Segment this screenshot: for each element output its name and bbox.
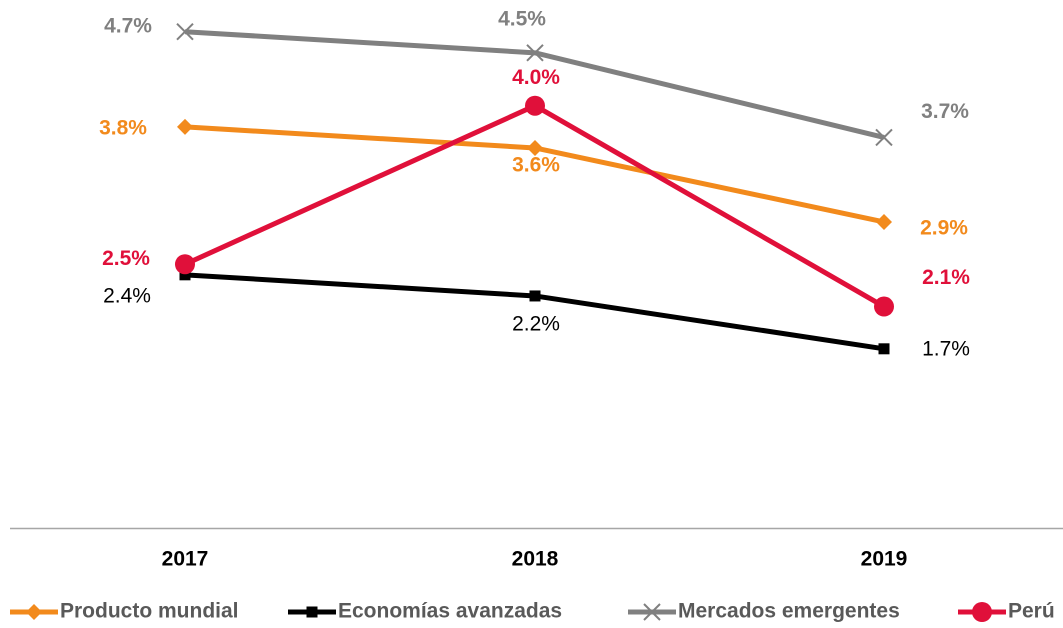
marker: [875, 128, 893, 147]
data-label: 4.5%: [498, 7, 546, 30]
marker: [26, 604, 42, 620]
x-tick-label: 2017: [162, 548, 209, 571]
data-label: 3.6%: [512, 154, 560, 177]
marker: [306, 606, 318, 618]
legend-label: Perú: [1008, 600, 1055, 623]
legend-label: Mercados emergentes: [678, 600, 900, 623]
marker: [179, 269, 191, 281]
data-label: 3.8%: [99, 116, 147, 139]
marker: [878, 343, 890, 355]
marker: [176, 23, 194, 41]
data-label: 4.0%: [512, 66, 560, 89]
marker: [874, 296, 894, 317]
legend-item: Producto mundial: [10, 600, 239, 623]
marker: [972, 602, 992, 622]
line: [183, 103, 886, 309]
data-label: 2.2%: [512, 313, 560, 336]
data-label: 1.7%: [922, 337, 970, 360]
marker: [177, 118, 193, 135]
marker: [526, 44, 544, 62]
x-tick-label: 2019: [861, 548, 908, 571]
marker: [527, 139, 543, 156]
data-label: 2.4%: [103, 284, 151, 307]
legend-label: Producto mundial: [60, 600, 239, 623]
data-label: 4.7%: [104, 14, 152, 37]
data-label: 2.9%: [920, 217, 968, 240]
legend-item: Mercados emergentes: [628, 600, 900, 623]
legend-label: Economías avanzadas: [338, 600, 562, 623]
marker: [529, 290, 541, 302]
data-label: 2.5%: [102, 247, 150, 270]
marker: [175, 254, 195, 275]
data-label: 2.1%: [922, 266, 970, 289]
marker: [876, 213, 892, 230]
legend-item: Economías avanzadas: [288, 600, 562, 623]
marker: [643, 603, 661, 621]
marker: [525, 95, 545, 116]
data-label: 3.7%: [921, 100, 969, 123]
x-tick-label: 2018: [512, 548, 559, 571]
legend-item: Perú: [958, 600, 1055, 623]
